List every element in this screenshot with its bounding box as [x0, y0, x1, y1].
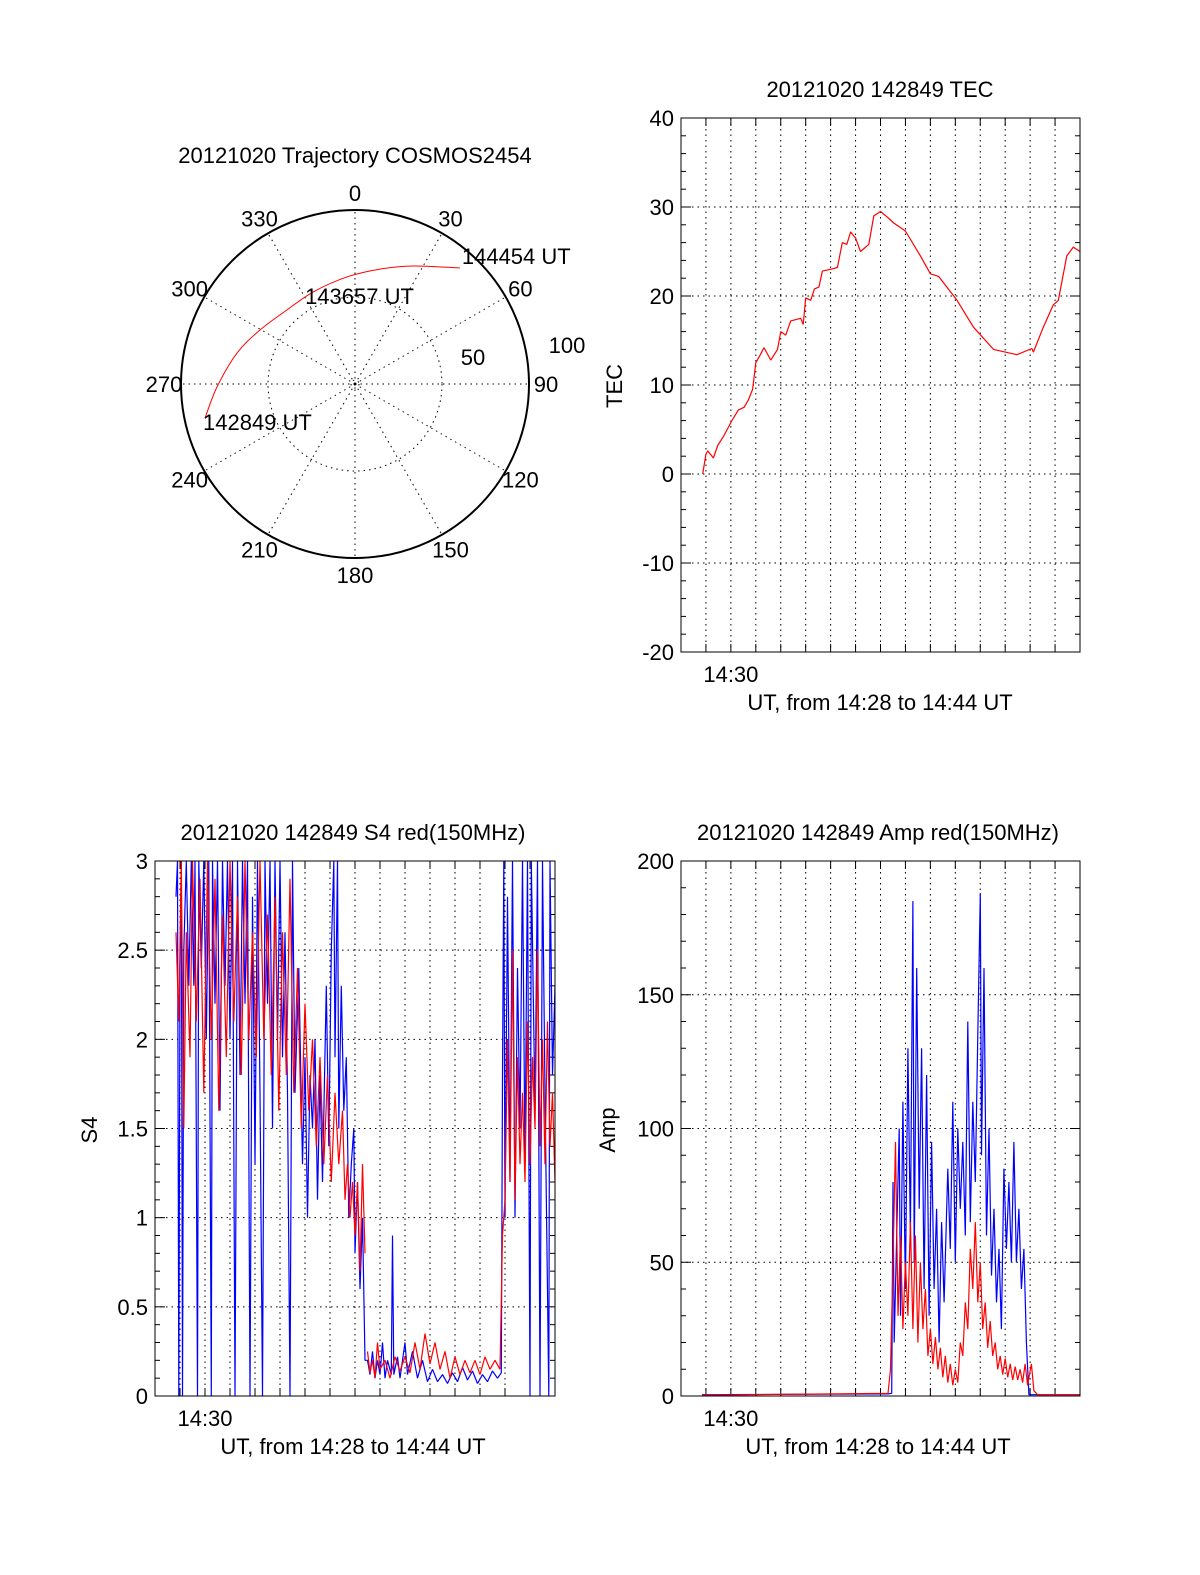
tec-y-tick-label: -10 [642, 551, 674, 576]
amp-plot: 0 50 100 150 200 14:30 [637, 849, 1081, 1431]
tec-xlabel: UT, from 14:28 to 14:44 UT [747, 690, 1012, 715]
tec-title: 20121020 142849 TEC [766, 77, 993, 102]
polar-azimuth-label: 210 [241, 537, 278, 562]
polar-spoke [354, 296, 506, 385]
polar-spoke [267, 233, 356, 385]
polar-panel: 20121020 Trajectory COSMOS2454 0 30 60 90 12… [146, 143, 586, 588]
polar-azimuth-label: 330 [241, 207, 278, 232]
tec-y-tick-label: 0 [662, 462, 674, 487]
polar-radial-label: 100 [549, 333, 586, 358]
polar-spoke [267, 383, 356, 535]
tec-ylabel: TEC [602, 364, 627, 408]
tec-series-TEC [702, 210, 1080, 475]
polar-spoke [204, 383, 356, 472]
polar-grid-circle [267, 296, 443, 472]
polar-time-annotation: 142849 UT [203, 410, 312, 435]
s4-y-tick-label: 2 [136, 1027, 148, 1052]
polar-azimuth-label: 150 [432, 537, 469, 562]
tec-y-tick-label: 30 [650, 195, 674, 220]
polar-trajectory-line [204, 265, 460, 419]
tec-y-tick-label: 20 [650, 284, 674, 309]
s4-series-blue [175, 861, 555, 1396]
tec-y-tick-label: 40 [650, 106, 674, 131]
polar-spoke [354, 233, 443, 385]
polar-azimuth-label: 300 [171, 277, 208, 302]
polar-time-annotation: 143657 UT [305, 284, 414, 309]
tec-y-tick-label: 10 [650, 373, 674, 398]
tec-panel: 20121020 142849 TEC UT, from 14:28 to 14… [602, 77, 1081, 715]
s4-x-tick-label: 14:30 [177, 1406, 232, 1431]
amp-y-tick-label: 200 [637, 849, 674, 874]
amp-xlabel: UT, from 14:28 to 14:44 UT [745, 1434, 1010, 1459]
polar-azimuth-label: 0 [349, 181, 361, 206]
s4-series-red [175, 861, 555, 1379]
s4-y-tick-label: 2.5 [117, 938, 148, 963]
tec-x-tick-label: 14:30 [703, 662, 758, 687]
polar-radial-label: 50 [461, 345, 485, 370]
s4-xlabel: UT, from 14:28 to 14:44 UT [220, 1434, 485, 1459]
s4-y-tick-label: 1.5 [117, 1117, 148, 1142]
polar-plot: 0 30 60 90 120 150 180 210 240 270 300 330 50 100 1428… [146, 181, 586, 588]
s4-title: 20121020 142849 S4 red(150MHz) [181, 820, 526, 845]
amp-ylabel: Amp [595, 1107, 620, 1152]
amp-y-tick-label: 100 [637, 1117, 674, 1142]
s4-y-tick-label: 0 [136, 1384, 148, 1409]
s4-plot-frame [154, 860, 556, 1397]
polar-azimuth-label: 120 [502, 468, 539, 493]
polar-azimuth-label: 240 [171, 468, 208, 493]
polar-azimuth-label: 90 [534, 372, 558, 397]
amp-plot-frame [680, 860, 1081, 1397]
polar-title: 20121020 Trajectory COSMOS2454 [178, 143, 531, 168]
amp-panel: 20121020 142849 Amp red(150MHz) UT, from… [595, 820, 1081, 1459]
polar-spoke [354, 383, 443, 535]
tec-plot-frame [680, 117, 1081, 653]
amp-series-red [701, 1141, 1080, 1396]
tec-plot: -20 -10 0 10 20 30 40 14:30 [642, 106, 1081, 687]
amp-series-blue [701, 893, 1080, 1396]
s4-ylabel: S4 [77, 1117, 102, 1144]
polar-azimuth-label: 60 [508, 277, 532, 302]
s4-y-tick-label: 1 [136, 1206, 148, 1231]
amp-title: 20121020 142849 Amp red(150MHz) [697, 820, 1059, 845]
polar-azimuth-label: 270 [146, 372, 183, 397]
polar-center-circle [350, 379, 360, 389]
s4-y-tick-label: 3 [136, 849, 148, 874]
s4-panel: 20121020 142849 S4 red(150MHz) UT, from … [77, 820, 556, 1459]
polar-azimuth-label: 180 [337, 563, 374, 588]
amp-x-tick-label: 14:30 [703, 1406, 758, 1431]
amp-y-tick-label: 0 [662, 1384, 674, 1409]
amp-y-tick-label: 50 [650, 1250, 674, 1275]
polar-spoke [354, 383, 506, 472]
polar-outer-circle [180, 209, 530, 559]
tec-y-tick-label: -20 [642, 640, 674, 665]
amp-y-tick-label: 150 [637, 983, 674, 1008]
polar-time-annotation: 144454 UT [462, 244, 571, 269]
s4-plot: 0 0.5 1 1.5 2 2.5 3 14:30 [117, 849, 556, 1431]
polar-spoke [204, 296, 356, 385]
s4-y-tick-label: 0.5 [117, 1295, 148, 1320]
polar-azimuth-label: 30 [438, 207, 462, 232]
